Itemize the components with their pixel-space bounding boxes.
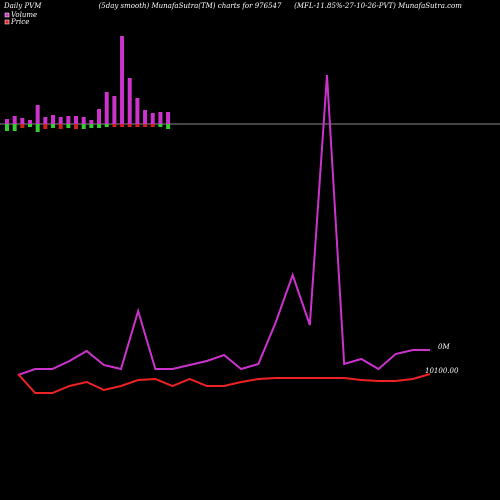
legend-swatch [4,12,10,18]
direction-bar [35,124,40,132]
volume-bar [5,119,9,124]
direction-bar [12,124,17,131]
direction-bar [158,124,163,127]
legend-label: Price [10,18,29,26]
volume-bar [89,120,94,124]
series-line [17,373,431,394]
volume-bar [166,112,171,124]
direction-bar [28,124,33,127]
volume-bar [104,92,109,124]
volume-bar [74,116,79,124]
volume-bar [81,117,86,124]
volume-bar [112,96,117,124]
direction-bar [20,124,25,128]
volume-bar [143,110,148,124]
volume-bar [12,116,17,124]
chart-title: Daily PVM [3,2,42,10]
series-line [17,74,430,376]
volume-bar [120,36,125,124]
chart-subtitle: (5day smooth) MunafaSutra(TM) charts for… [99,2,282,10]
volume-bar [127,78,132,124]
volume-bar [135,98,140,124]
volume-bar [51,115,56,124]
volume-bar [66,116,71,124]
legend-label: Volume [11,11,37,19]
direction-bar [89,124,94,128]
direction-bar [43,124,48,129]
direction-bar [166,124,171,129]
volume-bar [97,109,102,124]
direction-bar [81,124,86,129]
chart-source: (MFL-11.85%-27-10-26-PVT) MunafaSutra.co… [294,2,462,10]
volume-bar [150,113,155,124]
direction-bar [104,124,109,127]
legend-swatch [4,19,10,25]
direction-bar [74,124,79,129]
volume-bar [20,118,25,124]
volume-bar [35,105,40,124]
volume-bar [158,112,163,124]
line-end-label: 10100.00 [425,367,459,375]
direction-bar [97,124,102,128]
direction-bar [150,124,155,127]
direction-bar [66,124,71,128]
direction-bar [120,124,125,127]
direction-bar [127,124,132,127]
direction-bar [5,124,9,131]
volume-bar [58,117,63,124]
line-end-label: 0M [438,343,450,351]
direction-bar [135,124,140,127]
direction-bar [51,124,56,128]
volume-bar [43,117,48,124]
direction-bar [143,124,148,127]
direction-bar [58,124,63,129]
direction-bar [112,124,117,127]
volume-bar [28,120,33,124]
